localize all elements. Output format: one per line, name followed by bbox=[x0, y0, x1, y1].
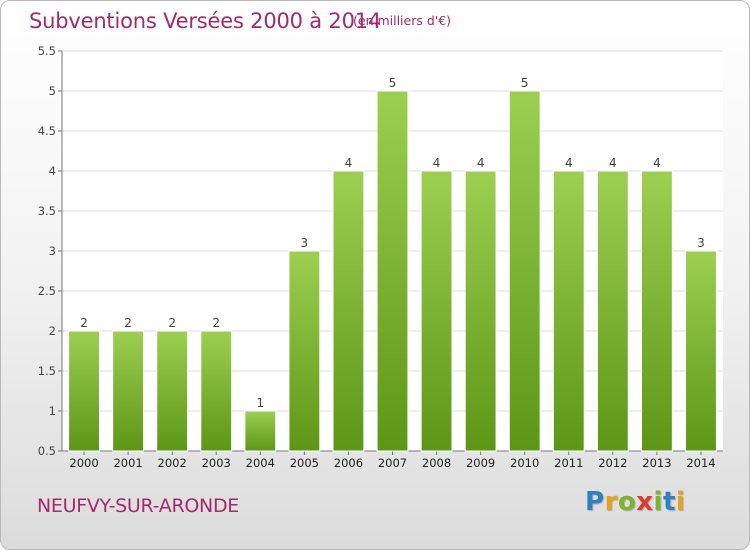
bar-value-label: 4 bbox=[653, 156, 661, 170]
x-tick-label: 2000 bbox=[69, 456, 98, 470]
bar bbox=[420, 170, 453, 452]
proxiti-logo[interactable]: Proxiti bbox=[585, 487, 685, 517]
logo-letter: o bbox=[617, 487, 637, 517]
bar-value-label: 5 bbox=[521, 76, 529, 90]
y-tick-label: 2 bbox=[49, 324, 56, 338]
x-tick-label: 2013 bbox=[642, 456, 671, 470]
logo-letter: i bbox=[653, 487, 663, 517]
labels: 2 2 2 2 1 3 4 5 4 4 5 4 4 4 3 bbox=[80, 76, 705, 410]
x-tick-label: 2014 bbox=[686, 456, 715, 470]
bar bbox=[376, 90, 409, 452]
bar-value-label: 4 bbox=[345, 156, 353, 170]
bar bbox=[508, 90, 541, 452]
bar bbox=[640, 170, 673, 452]
commune-name: NEUFVY-SUR-ARONDE bbox=[37, 495, 239, 517]
bar bbox=[596, 170, 629, 452]
x-tick-label: 2006 bbox=[334, 456, 363, 470]
x-tick-label: 2001 bbox=[113, 456, 142, 470]
x-tick-label: 2004 bbox=[246, 456, 275, 470]
bar bbox=[464, 170, 497, 452]
chart-title: Subventions Versées 2000 à 2014 bbox=[29, 9, 382, 33]
x-tick-label: 2007 bbox=[378, 456, 407, 470]
bar-value-label: 2 bbox=[168, 316, 176, 330]
x-tick-label: 2002 bbox=[158, 456, 187, 470]
bars bbox=[68, 90, 717, 452]
bar bbox=[552, 170, 585, 452]
logo-letter: x bbox=[636, 487, 654, 517]
y-tick-label: 3.5 bbox=[38, 204, 56, 218]
y-tick-label: 4.5 bbox=[38, 124, 56, 138]
y-tick-label: 3 bbox=[49, 244, 56, 258]
x-tick-label: 2003 bbox=[202, 456, 231, 470]
y-tick-label: 5 bbox=[49, 84, 56, 98]
bar bbox=[156, 330, 189, 452]
logo-letter: P bbox=[585, 487, 605, 517]
bar bbox=[332, 170, 365, 452]
bar-value-label: 4 bbox=[609, 156, 617, 170]
bar-value-label: 2 bbox=[80, 316, 88, 330]
logo-letter: i bbox=[675, 487, 686, 517]
bar-value-label: 2 bbox=[124, 316, 132, 330]
x-tick-label: 2012 bbox=[598, 456, 627, 470]
bar-value-label: 5 bbox=[389, 76, 397, 90]
x-tick-label: 2009 bbox=[466, 456, 495, 470]
bar-value-label: 4 bbox=[433, 156, 441, 170]
logo-letter: r bbox=[604, 487, 618, 517]
y-tick-label: 0.5 bbox=[38, 444, 56, 458]
chart-unit: (en milliers d'€) bbox=[353, 13, 452, 28]
bar bbox=[244, 410, 277, 452]
x-tick-label: 2005 bbox=[290, 456, 319, 470]
bar bbox=[200, 330, 233, 452]
y-tick-label: 5.5 bbox=[38, 44, 56, 58]
axes: 0.5 1 1.5 2 2.5 3 3.5 4 4.5 5 5.5 2000 2001 2002 2003 2… bbox=[38, 44, 723, 470]
bar-value-label: 1 bbox=[256, 396, 264, 410]
bar-value-label: 2 bbox=[212, 316, 220, 330]
logo-letter: t bbox=[662, 487, 676, 517]
y-tick-label: 4 bbox=[49, 164, 56, 178]
bar-value-label: 4 bbox=[565, 156, 573, 170]
bar bbox=[685, 250, 717, 452]
x-tick-label: 2008 bbox=[422, 456, 451, 470]
y-tick-label: 2.5 bbox=[38, 284, 56, 298]
bar-value-label: 4 bbox=[477, 156, 485, 170]
x-tick-label: 2010 bbox=[510, 456, 539, 470]
bar-value-label: 3 bbox=[697, 236, 705, 250]
bar bbox=[112, 330, 145, 452]
y-tick-label: 1 bbox=[49, 404, 56, 418]
x-tick-label: 2011 bbox=[554, 456, 583, 470]
bar-value-label: 3 bbox=[301, 236, 309, 250]
bar bbox=[68, 330, 100, 452]
y-tick-label: 1.5 bbox=[38, 364, 56, 378]
bar bbox=[288, 250, 321, 452]
